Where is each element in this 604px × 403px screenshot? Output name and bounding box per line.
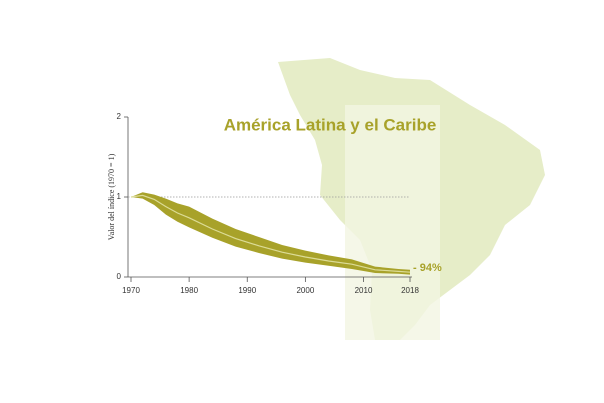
x-tick-label: 1970 bbox=[122, 286, 140, 295]
x-tick-label: 2000 bbox=[296, 286, 314, 295]
map-highlight-panel bbox=[345, 105, 440, 340]
chart-title: América Latina y el Caribe bbox=[224, 115, 437, 134]
confidence-band bbox=[131, 192, 410, 275]
y-tick-label: 1 bbox=[117, 192, 122, 201]
y-axis-label: Valor del índice (1970 = 1) bbox=[107, 153, 116, 240]
x-tick-label: 2010 bbox=[355, 286, 373, 295]
index-line bbox=[130, 194, 411, 273]
x-tick-label: 2018 bbox=[401, 286, 419, 295]
x-tick-label: 1990 bbox=[238, 286, 256, 295]
x-tick-label: 1980 bbox=[180, 286, 198, 295]
y-tick-label: 2 bbox=[117, 112, 122, 121]
y-tick-label: 0 bbox=[117, 272, 122, 281]
annotation: - 94% bbox=[413, 262, 442, 274]
